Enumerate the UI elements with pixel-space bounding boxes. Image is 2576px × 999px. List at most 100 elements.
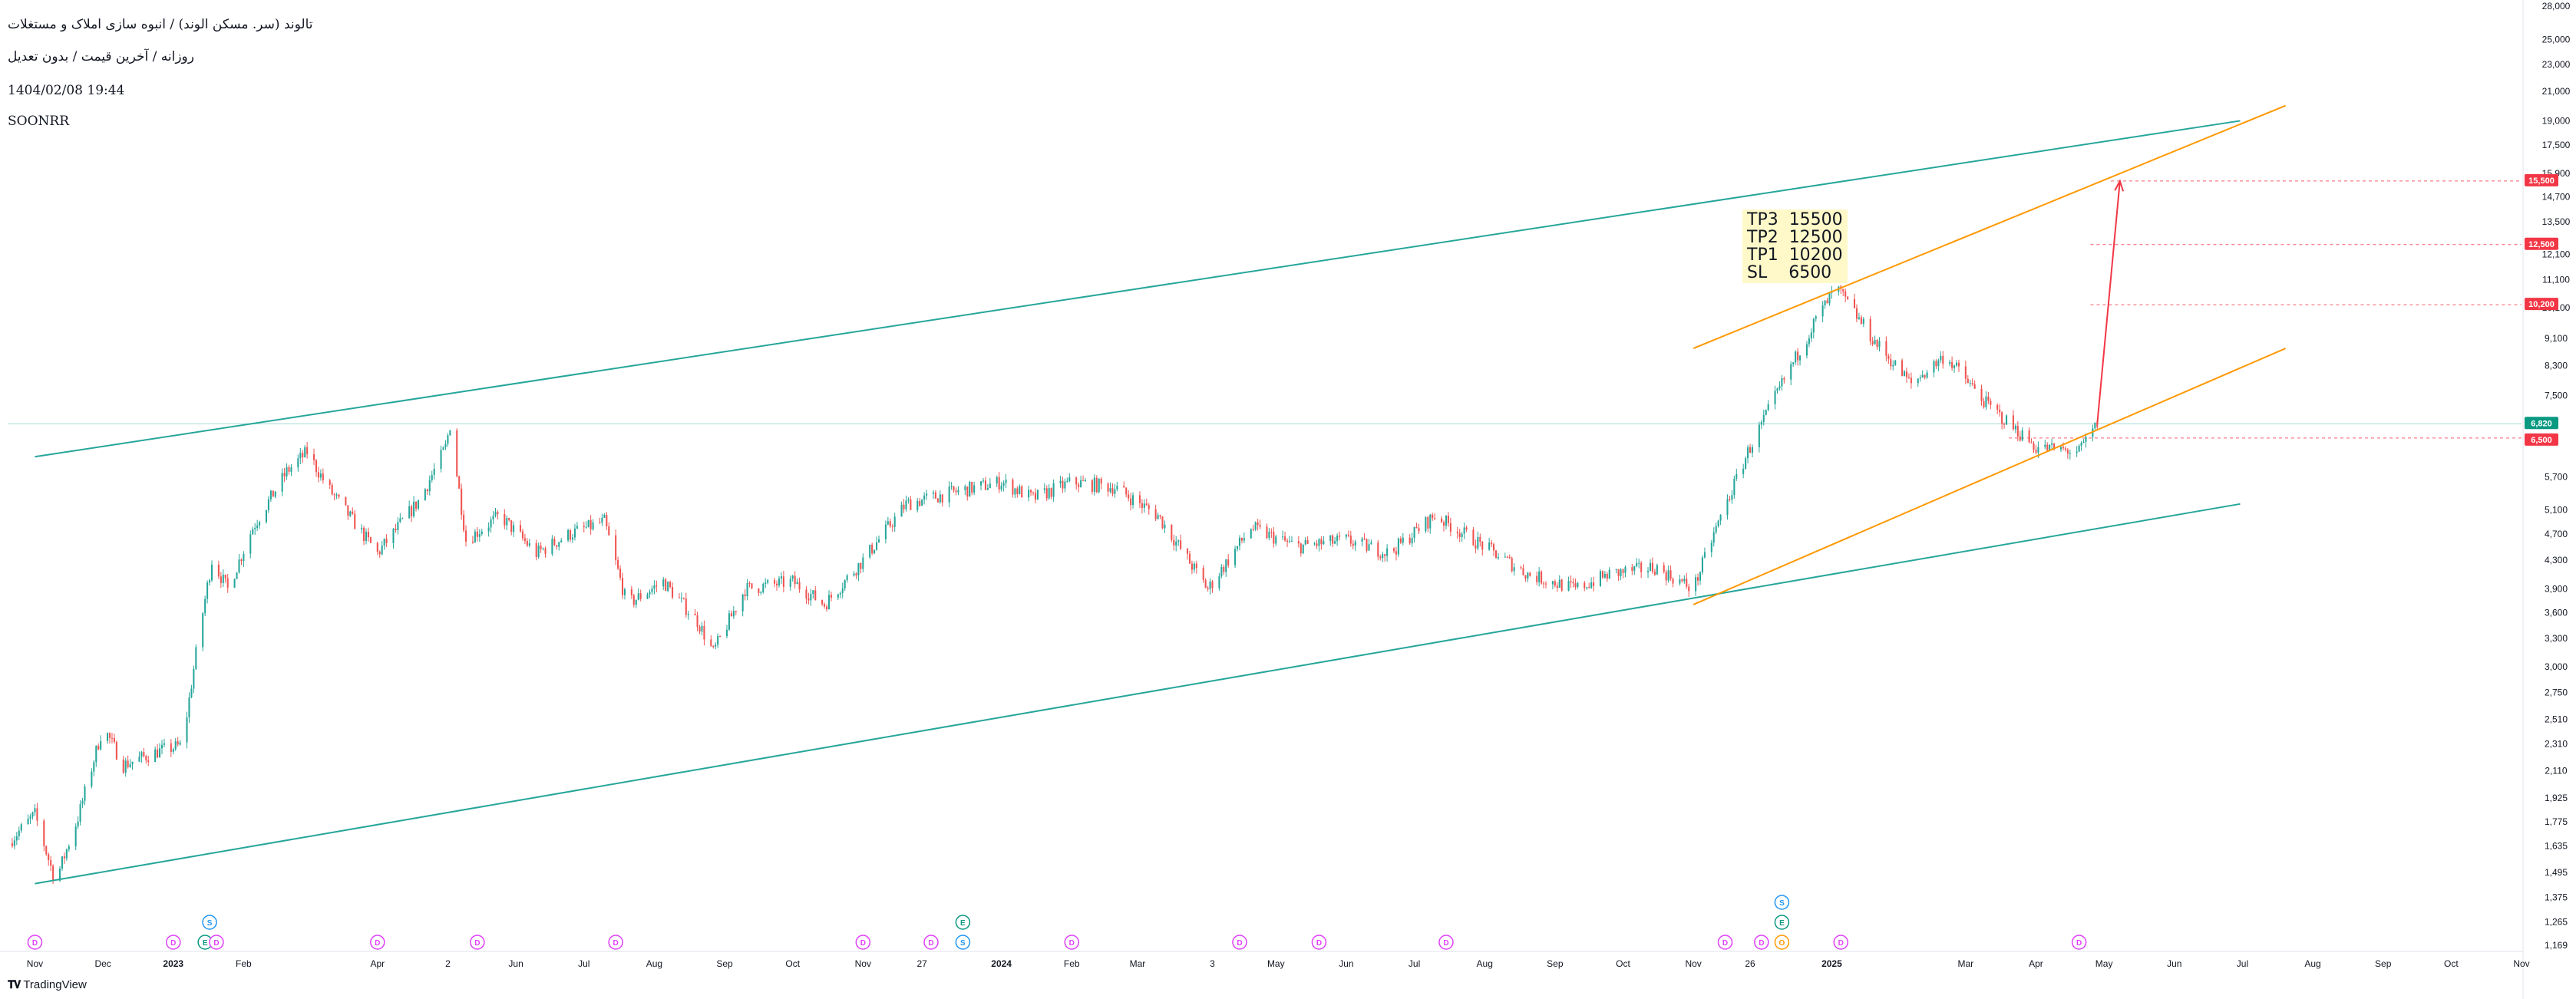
candle-body — [1059, 480, 1062, 483]
x-tick-label: Aug — [2304, 958, 2320, 969]
candle-body — [267, 499, 269, 510]
candle-body — [1567, 581, 1570, 591]
event-marker-d[interactable]: D — [166, 935, 181, 950]
candle-body — [361, 527, 363, 529]
event-marker-d[interactable]: D — [27, 935, 43, 950]
candle-body — [1463, 527, 1465, 534]
candle-body — [746, 582, 748, 597]
event-marker-d[interactable]: D — [1754, 935, 1769, 950]
candle-body — [1921, 374, 1924, 378]
candle — [748, 581, 751, 588]
event-marker-d[interactable]: D — [1833, 935, 1849, 950]
candle-body — [13, 840, 15, 846]
event-marker-e[interactable]: E — [955, 915, 971, 930]
candle-body — [1125, 487, 1128, 495]
candle — [411, 504, 413, 523]
event-marker-o[interactable]: O — [1774, 935, 1790, 950]
candle-body — [1157, 515, 1159, 519]
candle — [1719, 513, 1722, 526]
candle-body — [1905, 371, 1908, 378]
candle-body — [837, 594, 839, 598]
candle — [1838, 285, 1840, 296]
tradingview-logo[interactable]: 𝐓𝐕 TradingView — [8, 978, 87, 991]
y-tick-label: 4,300 — [2545, 555, 2568, 565]
candle — [1608, 567, 1610, 579]
candle-body — [798, 582, 801, 590]
candle — [1193, 561, 1195, 573]
event-marker-d[interactable]: D — [1064, 935, 1080, 950]
candle-body — [1751, 447, 1754, 453]
candle-body — [667, 582, 669, 592]
event-marker-e[interactable]: E — [1774, 915, 1790, 930]
event-marker-label: D — [1443, 939, 1448, 948]
y-tick-label: 1,925 — [2545, 793, 2568, 803]
candle-body — [1783, 378, 1785, 380]
event-marker-s[interactable]: S — [955, 935, 971, 950]
candle-body — [1048, 488, 1050, 499]
candle-body — [31, 812, 34, 817]
event-marker-label: D — [170, 939, 176, 948]
event-marker-d[interactable]: D — [1438, 935, 1454, 950]
candle-body — [735, 611, 737, 612]
candle-body — [449, 430, 451, 436]
level-price-badge: 6,500 — [2525, 433, 2558, 446]
candle-body — [1797, 351, 1799, 361]
candle-body — [635, 599, 637, 605]
event-marker-d[interactable]: D — [1717, 935, 1733, 950]
candle — [862, 553, 864, 572]
candle — [603, 513, 606, 519]
candle — [717, 633, 719, 648]
candle — [395, 523, 397, 533]
event-marker-s[interactable]: S — [1774, 895, 1790, 910]
candle — [1758, 421, 1760, 453]
candle-body — [1111, 488, 1114, 494]
candle-body — [431, 474, 433, 480]
event-marker-d[interactable]: D — [2071, 935, 2087, 950]
event-marker-d[interactable]: D — [608, 935, 623, 950]
candle — [1186, 548, 1189, 560]
event-marker-d[interactable]: D — [1311, 935, 1327, 950]
candle-body — [1306, 539, 1309, 544]
candle-body — [926, 493, 928, 496]
event-marker-d[interactable]: D — [923, 935, 939, 950]
event-marker-d[interactable]: D — [370, 935, 385, 950]
x-tick-label: Oct — [2444, 958, 2459, 969]
event-marker-circle — [1438, 935, 1454, 950]
event-marker-d[interactable]: D — [209, 935, 224, 950]
candle — [1395, 546, 1397, 561]
candle — [1145, 498, 1148, 506]
targets-note[interactable]: TP3 15500 TP2 12500 TP1 10200 SL 6500 — [1742, 209, 1848, 283]
event-marker-d[interactable]: D — [1232, 935, 1247, 950]
candle — [1032, 491, 1035, 496]
candle-body — [853, 573, 855, 576]
candle-body — [383, 539, 385, 546]
candle-body — [329, 480, 331, 485]
candle — [1853, 293, 1856, 309]
candle — [1699, 571, 1702, 585]
candle — [687, 610, 689, 620]
event-marker-d[interactable]: D — [470, 935, 485, 950]
candle — [662, 576, 665, 591]
candle-body — [1123, 486, 1125, 488]
candle — [1949, 359, 1951, 367]
candle-body — [1622, 569, 1624, 573]
candle-body — [1842, 288, 1844, 292]
candle — [1910, 372, 1912, 389]
candle-body — [732, 611, 735, 617]
candle-body — [1758, 424, 1760, 447]
candle — [163, 738, 165, 748]
candle — [1316, 539, 1318, 549]
candle — [1382, 551, 1384, 562]
candle-body — [1858, 317, 1860, 319]
candle-body — [903, 504, 905, 509]
candle — [810, 589, 812, 606]
event-marker-e[interactable]: E — [197, 935, 213, 950]
candle — [177, 737, 179, 747]
candle-body — [1488, 542, 1491, 550]
candle — [1402, 532, 1404, 546]
candle-body — [998, 476, 1000, 490]
event-marker-d[interactable]: D — [855, 935, 871, 950]
event-marker-s[interactable]: S — [202, 915, 217, 930]
